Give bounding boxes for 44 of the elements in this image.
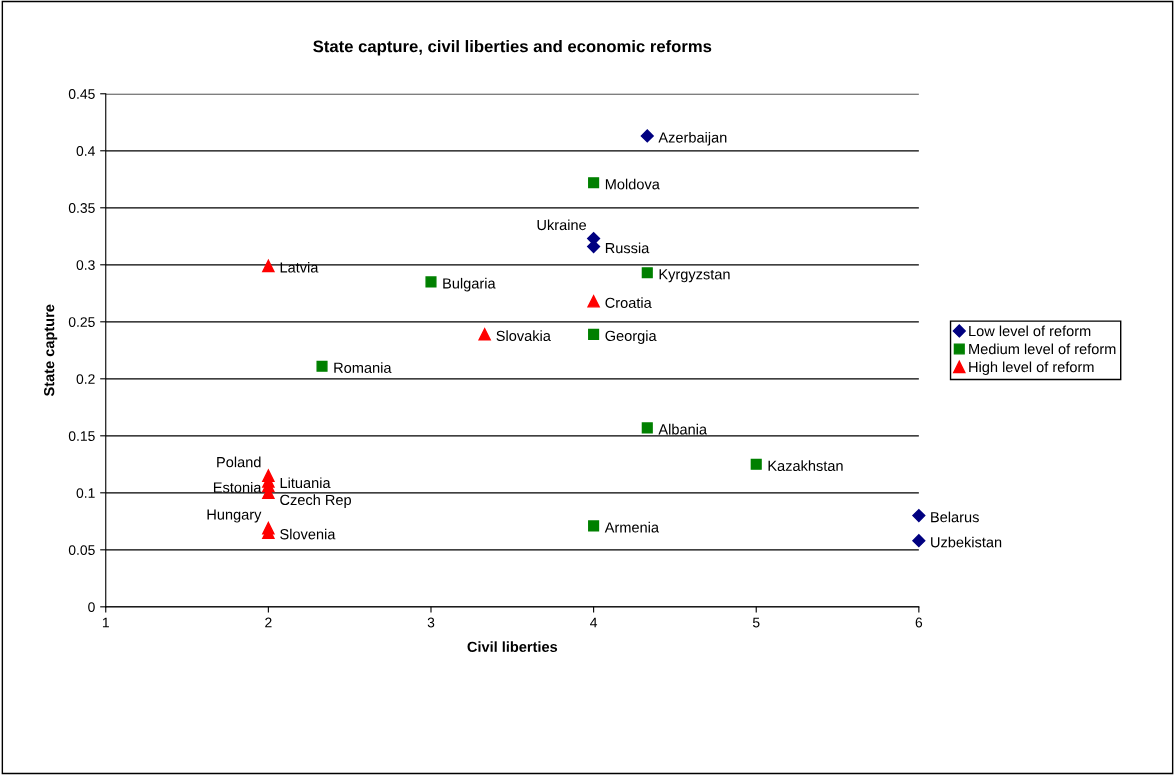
data-label: Armenia: [604, 521, 660, 533]
x-tick-label: 4: [590, 617, 598, 628]
legend-label: Medium level of reform: [969, 343, 1116, 355]
data-label: Czech Rep: [280, 494, 352, 508]
x-tick-label: 1: [102, 617, 109, 628]
data-label: Kazakhstan: [768, 460, 843, 471]
data-label: Uzbekistan: [931, 536, 1002, 548]
y-axis-title: State capture: [43, 304, 58, 397]
x-tick-label: 3: [427, 617, 435, 628]
x-axis-title: Civil liberties: [467, 641, 558, 653]
data-label: Russia: [605, 242, 650, 254]
y-tick-label: 0.35: [68, 203, 95, 213]
y-tick-label: 0.3: [76, 260, 95, 270]
data-label: Estonia: [213, 481, 262, 493]
data-label: Latvia: [280, 261, 319, 273]
chart-title: State capture, civil liberties and economic reforms: [313, 40, 712, 56]
data-label: Slovenia: [280, 528, 336, 540]
data-label: Croatia: [605, 297, 652, 308]
legend-label: High level of reform: [969, 361, 1094, 376]
y-tick-label: 0.25: [68, 317, 95, 327]
data-label: Slovakia: [496, 330, 551, 342]
data-label: Azerbaijan: [658, 131, 727, 146]
data-label: Belarus: [931, 511, 979, 523]
data-label: Lituania: [280, 477, 331, 489]
y-tick-label: 0.45: [68, 89, 95, 99]
data-label: Poland: [217, 456, 261, 468]
y-tick-label: 0.4: [76, 146, 95, 156]
x-tick-label: 5: [752, 617, 760, 628]
x-tick-label: 6: [915, 617, 923, 628]
data-label: Ukraine: [537, 219, 587, 231]
y-tick-label: 0.15: [68, 431, 95, 441]
data-label: Albania: [658, 423, 708, 435]
data-label: Georgia: [605, 330, 657, 344]
data-label: Kyrgyzstan: [659, 269, 730, 283]
y-tick-label: 0.1: [76, 488, 95, 498]
y-tick-label: 0: [88, 602, 95, 612]
y-tick-label: 0.2: [76, 374, 95, 384]
data-label: Moldova: [605, 178, 660, 190]
legend-label: Low level of reform: [969, 325, 1091, 337]
data-label: Bulgaria: [443, 277, 496, 292]
data-label: Hungary: [207, 509, 262, 523]
data-label: Romania: [334, 362, 392, 373]
x-tick-label: 2: [265, 617, 272, 628]
y-tick-label: 0.05: [68, 545, 95, 555]
